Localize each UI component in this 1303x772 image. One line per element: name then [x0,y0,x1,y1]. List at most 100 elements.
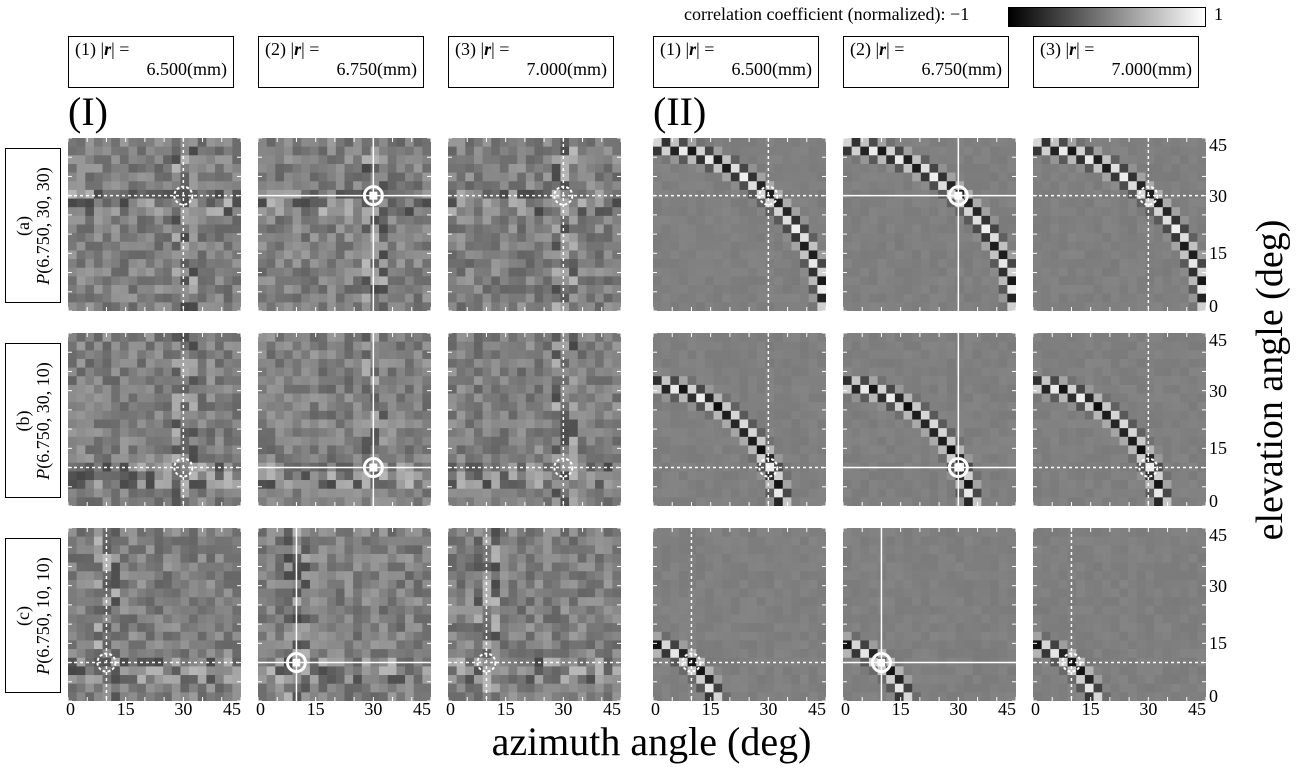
heatmap-cell [782,402,792,412]
heatmap-cell [704,393,714,403]
heatmap-cell [920,138,930,147]
heatmap-cell [1067,224,1077,234]
heatmap-cell [730,454,740,464]
heatmap-cell [189,333,199,342]
target-marker [947,457,969,479]
heatmap-cell [223,462,233,472]
heatmap-cell [1093,259,1103,269]
heatmap-cell [713,267,723,277]
heatmap-cell [912,138,922,147]
heatmap-cell [232,393,241,403]
heatmap-cell [232,436,241,446]
heatmap-cell [739,138,749,147]
heatmap-cell [361,172,371,182]
heatmap-cell [422,276,431,286]
heatmap-cell [730,155,740,165]
heatmap-cell [448,402,457,412]
heatmap-panel [843,333,1016,506]
heatmap-cell [266,384,276,394]
heatmap-cell [283,488,293,498]
heatmap-cell [422,250,431,260]
heatmap-cell [405,367,414,377]
heatmap-cell [396,233,406,243]
heatmap-cell [920,285,930,294]
heatmap-cell [154,358,164,368]
heatmap-cell [163,224,173,234]
heatmap-cell [387,436,397,446]
heatmap-cell [1093,215,1103,225]
heatmap-cell [1180,138,1189,147]
heatmap-cell [868,333,878,342]
heatmap-cell [85,181,95,191]
heatmap-cell [405,293,414,303]
heatmap-cell [964,471,974,481]
heatmap-cell [1067,189,1077,199]
heatmap-cell [653,189,662,199]
heatmap-cell [283,341,293,351]
heatmap-cell [955,445,965,455]
heatmap-cell [215,445,224,455]
heatmap-cell [912,224,922,234]
heatmap-cell [670,497,680,506]
heatmap-cell [197,393,207,403]
heatmap-cell [730,410,740,420]
heatmap-cell [292,189,302,199]
heatmap-cell [102,428,112,438]
heatmap-cell [266,376,276,386]
heatmap-cell [171,367,181,377]
heatmap-cell [344,276,354,286]
heatmap-cell [344,480,354,489]
heatmap-cell [670,341,680,351]
heatmap-cell [577,480,587,489]
heatmap-cell [595,233,604,243]
heatmap-cell [990,428,999,438]
heatmap-cell [223,276,233,286]
heatmap-cell [327,189,337,199]
heatmap-cell [670,402,680,412]
heatmap-cell [68,224,77,234]
heatmap-cell [396,410,406,420]
heatmap-cell [1007,358,1016,368]
heatmap-cell [266,267,276,277]
heatmap-cell [964,350,974,360]
heatmap-cell [335,376,345,386]
heatmap-cell [379,376,389,386]
heatmap-cell [1110,241,1120,251]
heatmap-cell [981,445,991,455]
heatmap-cell [920,276,930,286]
heatmap-cell [1128,293,1138,303]
heatmap-cell [266,285,276,294]
heatmap-cell [206,367,216,377]
heatmap-cell [894,497,904,506]
heatmap-cell [569,376,579,386]
heatmap-cell [938,241,948,251]
heatmap-cell [595,480,604,489]
heatmap-cell [111,410,121,420]
heatmap-cell [586,428,596,438]
heatmap-cell [517,146,527,156]
heatmap-cell [696,471,706,481]
heatmap-cell [551,276,561,286]
heatmap-cell [739,436,749,446]
heatmap-cell [661,172,671,182]
heatmap-cell [1171,172,1181,182]
heatmap-cell [903,393,913,403]
heatmap-cell [886,293,896,303]
heatmap-cell [569,462,579,472]
heatmap-cell [560,146,570,156]
heatmap-cell [283,198,293,208]
heatmap-cell [981,189,991,199]
heatmap-cell [756,198,766,208]
heatmap-cell [258,419,267,429]
heatmap-cell [327,480,337,489]
target-marker [173,457,194,478]
heatmap-cell [903,384,913,394]
heatmap-cell [309,367,319,377]
heatmap-cell [171,198,181,208]
heatmap-cell [886,163,896,173]
heatmap-cell [808,445,818,455]
heatmap-cell [678,293,688,303]
heatmap-cell [111,333,121,342]
heatmap-cell [508,224,518,234]
heatmap-cell [586,276,596,286]
